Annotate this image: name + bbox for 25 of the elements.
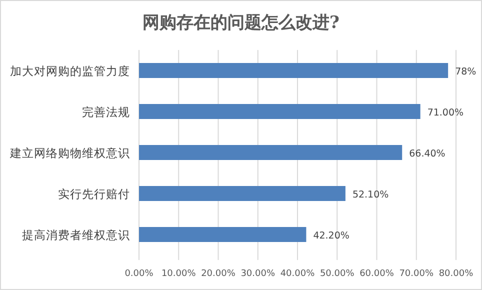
data-label: 78% — [455, 66, 476, 78]
x-tick-label: 30.00% — [240, 269, 276, 279]
data-label: 42.20% — [313, 230, 350, 242]
y-tick-label: 建立网络购物维权意识 — [9, 146, 130, 160]
x-tick-label: 40.00% — [280, 269, 316, 279]
bar — [139, 145, 402, 160]
x-tick-label: 10.00% — [161, 269, 196, 279]
y-tick-label: 实行先行赔付 — [58, 187, 130, 201]
bar — [139, 104, 420, 119]
data-label: 66.40% — [409, 148, 446, 160]
x-tick-label: 60.00% — [360, 269, 394, 279]
bar — [139, 186, 346, 201]
bar — [139, 63, 448, 78]
x-tick-label: 0.00% — [124, 269, 154, 279]
x-tick-label: 20.00% — [201, 269, 236, 279]
chart-title: 网购存在的问题怎么改进? — [142, 13, 340, 33]
x-tick-label: 80.00% — [438, 269, 474, 279]
y-tick-label: 完善法规 — [82, 105, 130, 119]
y-tick-label: 提高消费者维权意识 — [22, 228, 130, 242]
bar — [139, 227, 306, 242]
data-label: 71.00% — [427, 108, 464, 118]
x-tick-label: 50.00% — [320, 269, 355, 279]
data-label: 52.10% — [352, 190, 389, 200]
y-tick-label: 加大对网购的监管力度 — [10, 64, 130, 78]
x-tick-label: 70.00% — [399, 269, 434, 279]
